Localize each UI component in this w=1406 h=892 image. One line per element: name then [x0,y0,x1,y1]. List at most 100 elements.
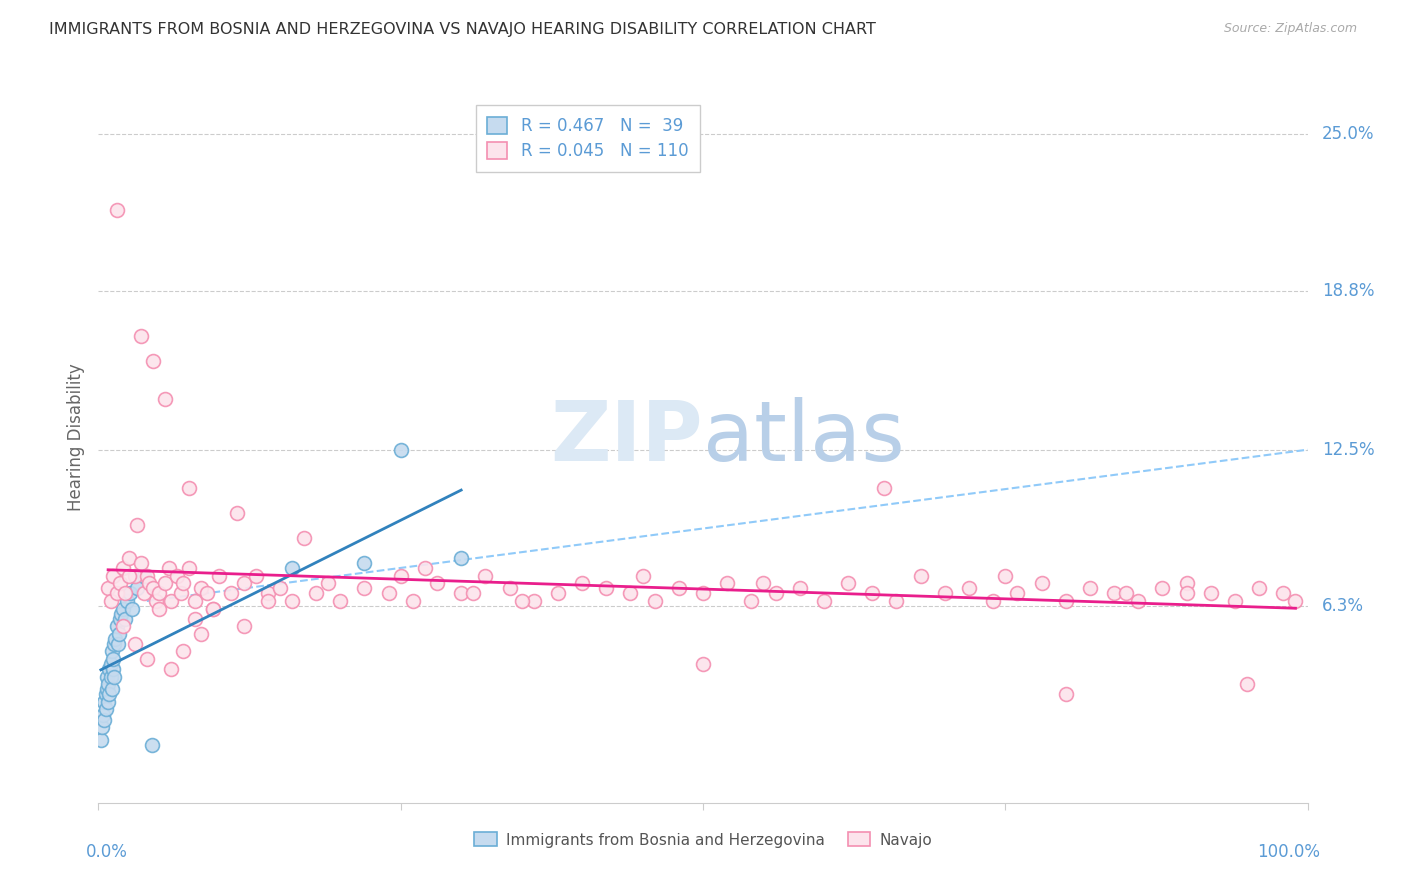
Point [1115,586,1137,600]
Point [1054,594,1077,608]
Point [94,702,117,716]
Point [510,594,533,608]
Point [127,582,149,596]
Point [1078,582,1101,596]
Point [160,662,183,676]
Point [160,594,183,608]
Point [305,586,328,600]
Y-axis label: Hearing Disability: Hearing Disability [66,363,84,511]
Point [118,569,141,583]
Point [547,586,569,600]
Point [1054,687,1077,701]
Point [108,576,131,591]
Point [389,442,412,457]
Point [108,612,131,626]
Point [107,637,129,651]
Point [105,203,128,218]
Point [148,586,170,600]
Point [134,569,156,583]
Text: 100.0%: 100.0% [1257,843,1320,861]
Point [377,586,399,600]
Point [1284,594,1306,608]
Point [111,619,134,633]
Point [96,682,118,697]
Point [105,619,128,633]
Point [269,582,291,596]
Point [202,601,225,615]
Point [281,594,304,608]
Point [142,354,165,368]
Point [129,329,152,343]
Point [100,644,122,658]
Point [752,576,775,591]
Legend: Immigrants from Bosnia and Herzegovina, Navajo: Immigrants from Bosnia and Herzegovina, … [468,826,938,854]
Point [141,738,163,752]
Point [1175,576,1198,591]
Point [135,569,157,583]
Text: ZIP: ZIP [551,397,703,477]
Point [97,582,120,596]
Point [1249,582,1271,596]
Point [692,586,714,600]
Point [1102,586,1125,600]
Point [329,594,352,608]
Point [101,569,124,583]
Point [886,594,908,608]
Point [202,601,225,615]
Point [114,612,136,626]
Point [353,582,375,596]
Point [474,569,496,583]
Point [117,594,139,608]
Point [232,619,254,633]
Point [190,627,212,641]
Point [100,657,122,671]
Point [101,662,124,676]
Point [353,556,375,570]
Point [1236,677,1258,691]
Point [1152,582,1174,596]
Point [571,576,593,591]
Point [184,594,207,608]
Point [93,695,115,709]
Point [245,569,267,583]
Text: 6.3%: 6.3% [1322,597,1364,615]
Point [292,531,315,545]
Point [114,586,136,600]
Point [232,576,254,591]
Point [179,561,201,575]
Point [256,586,278,600]
Point [100,670,122,684]
Point [934,586,956,600]
Point [668,582,690,596]
Point [281,561,304,575]
Point [127,518,149,533]
Point [118,551,141,566]
Point [101,652,124,666]
Point [184,612,207,626]
Point [110,607,132,621]
Text: atlas: atlas [703,397,904,477]
Point [138,576,160,591]
Point [450,551,472,566]
Point [129,556,152,570]
Point [90,732,112,747]
Point [994,569,1017,583]
Point [91,720,114,734]
Point [91,707,114,722]
Point [389,569,412,583]
Point [463,586,485,600]
Point [595,582,617,596]
Point [121,601,143,615]
Point [195,586,218,600]
Point [179,481,201,495]
Point [172,576,194,591]
Point [93,713,115,727]
Point [981,594,1004,608]
Point [873,481,896,495]
Text: Source: ZipAtlas.com: Source: ZipAtlas.com [1223,22,1357,36]
Point [498,582,520,596]
Point [124,569,146,583]
Point [98,687,121,701]
Point [100,682,122,697]
Point [208,569,231,583]
